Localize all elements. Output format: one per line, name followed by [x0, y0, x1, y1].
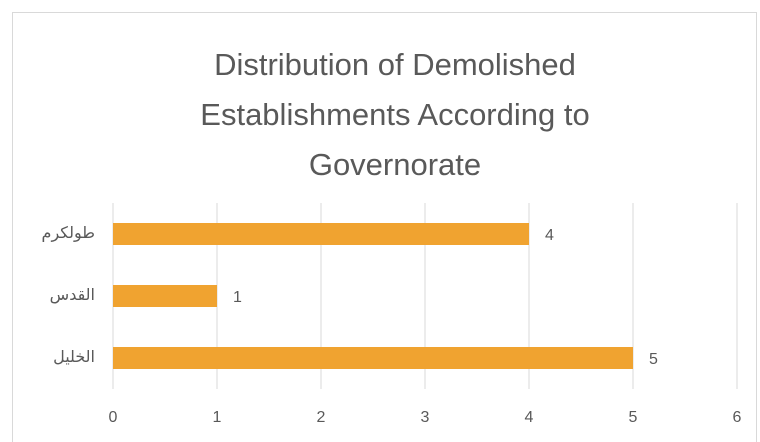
bar	[113, 347, 633, 369]
data-label: 5	[649, 351, 658, 368]
bar	[113, 223, 529, 245]
y-tick-label: الخليل	[53, 349, 95, 366]
y-tick-label: القدس	[50, 287, 95, 304]
chart-title: Distribution of Demolished Establishment…	[200, 47, 590, 182]
x-tick-label: 1	[213, 409, 222, 426]
x-tick-label: 0	[109, 409, 118, 426]
x-tick-label: 5	[629, 409, 638, 426]
x-tick-label: 3	[421, 409, 430, 426]
data-label: 1	[233, 289, 242, 306]
x-tick-label: 6	[733, 409, 742, 426]
x-tick-label: 2	[317, 409, 326, 426]
data-label: 4	[545, 227, 554, 244]
bar	[113, 285, 217, 307]
chart-frame	[12, 12, 757, 442]
y-tick-label: طولكرم	[42, 225, 95, 243]
x-tick-label: 4	[525, 409, 534, 426]
